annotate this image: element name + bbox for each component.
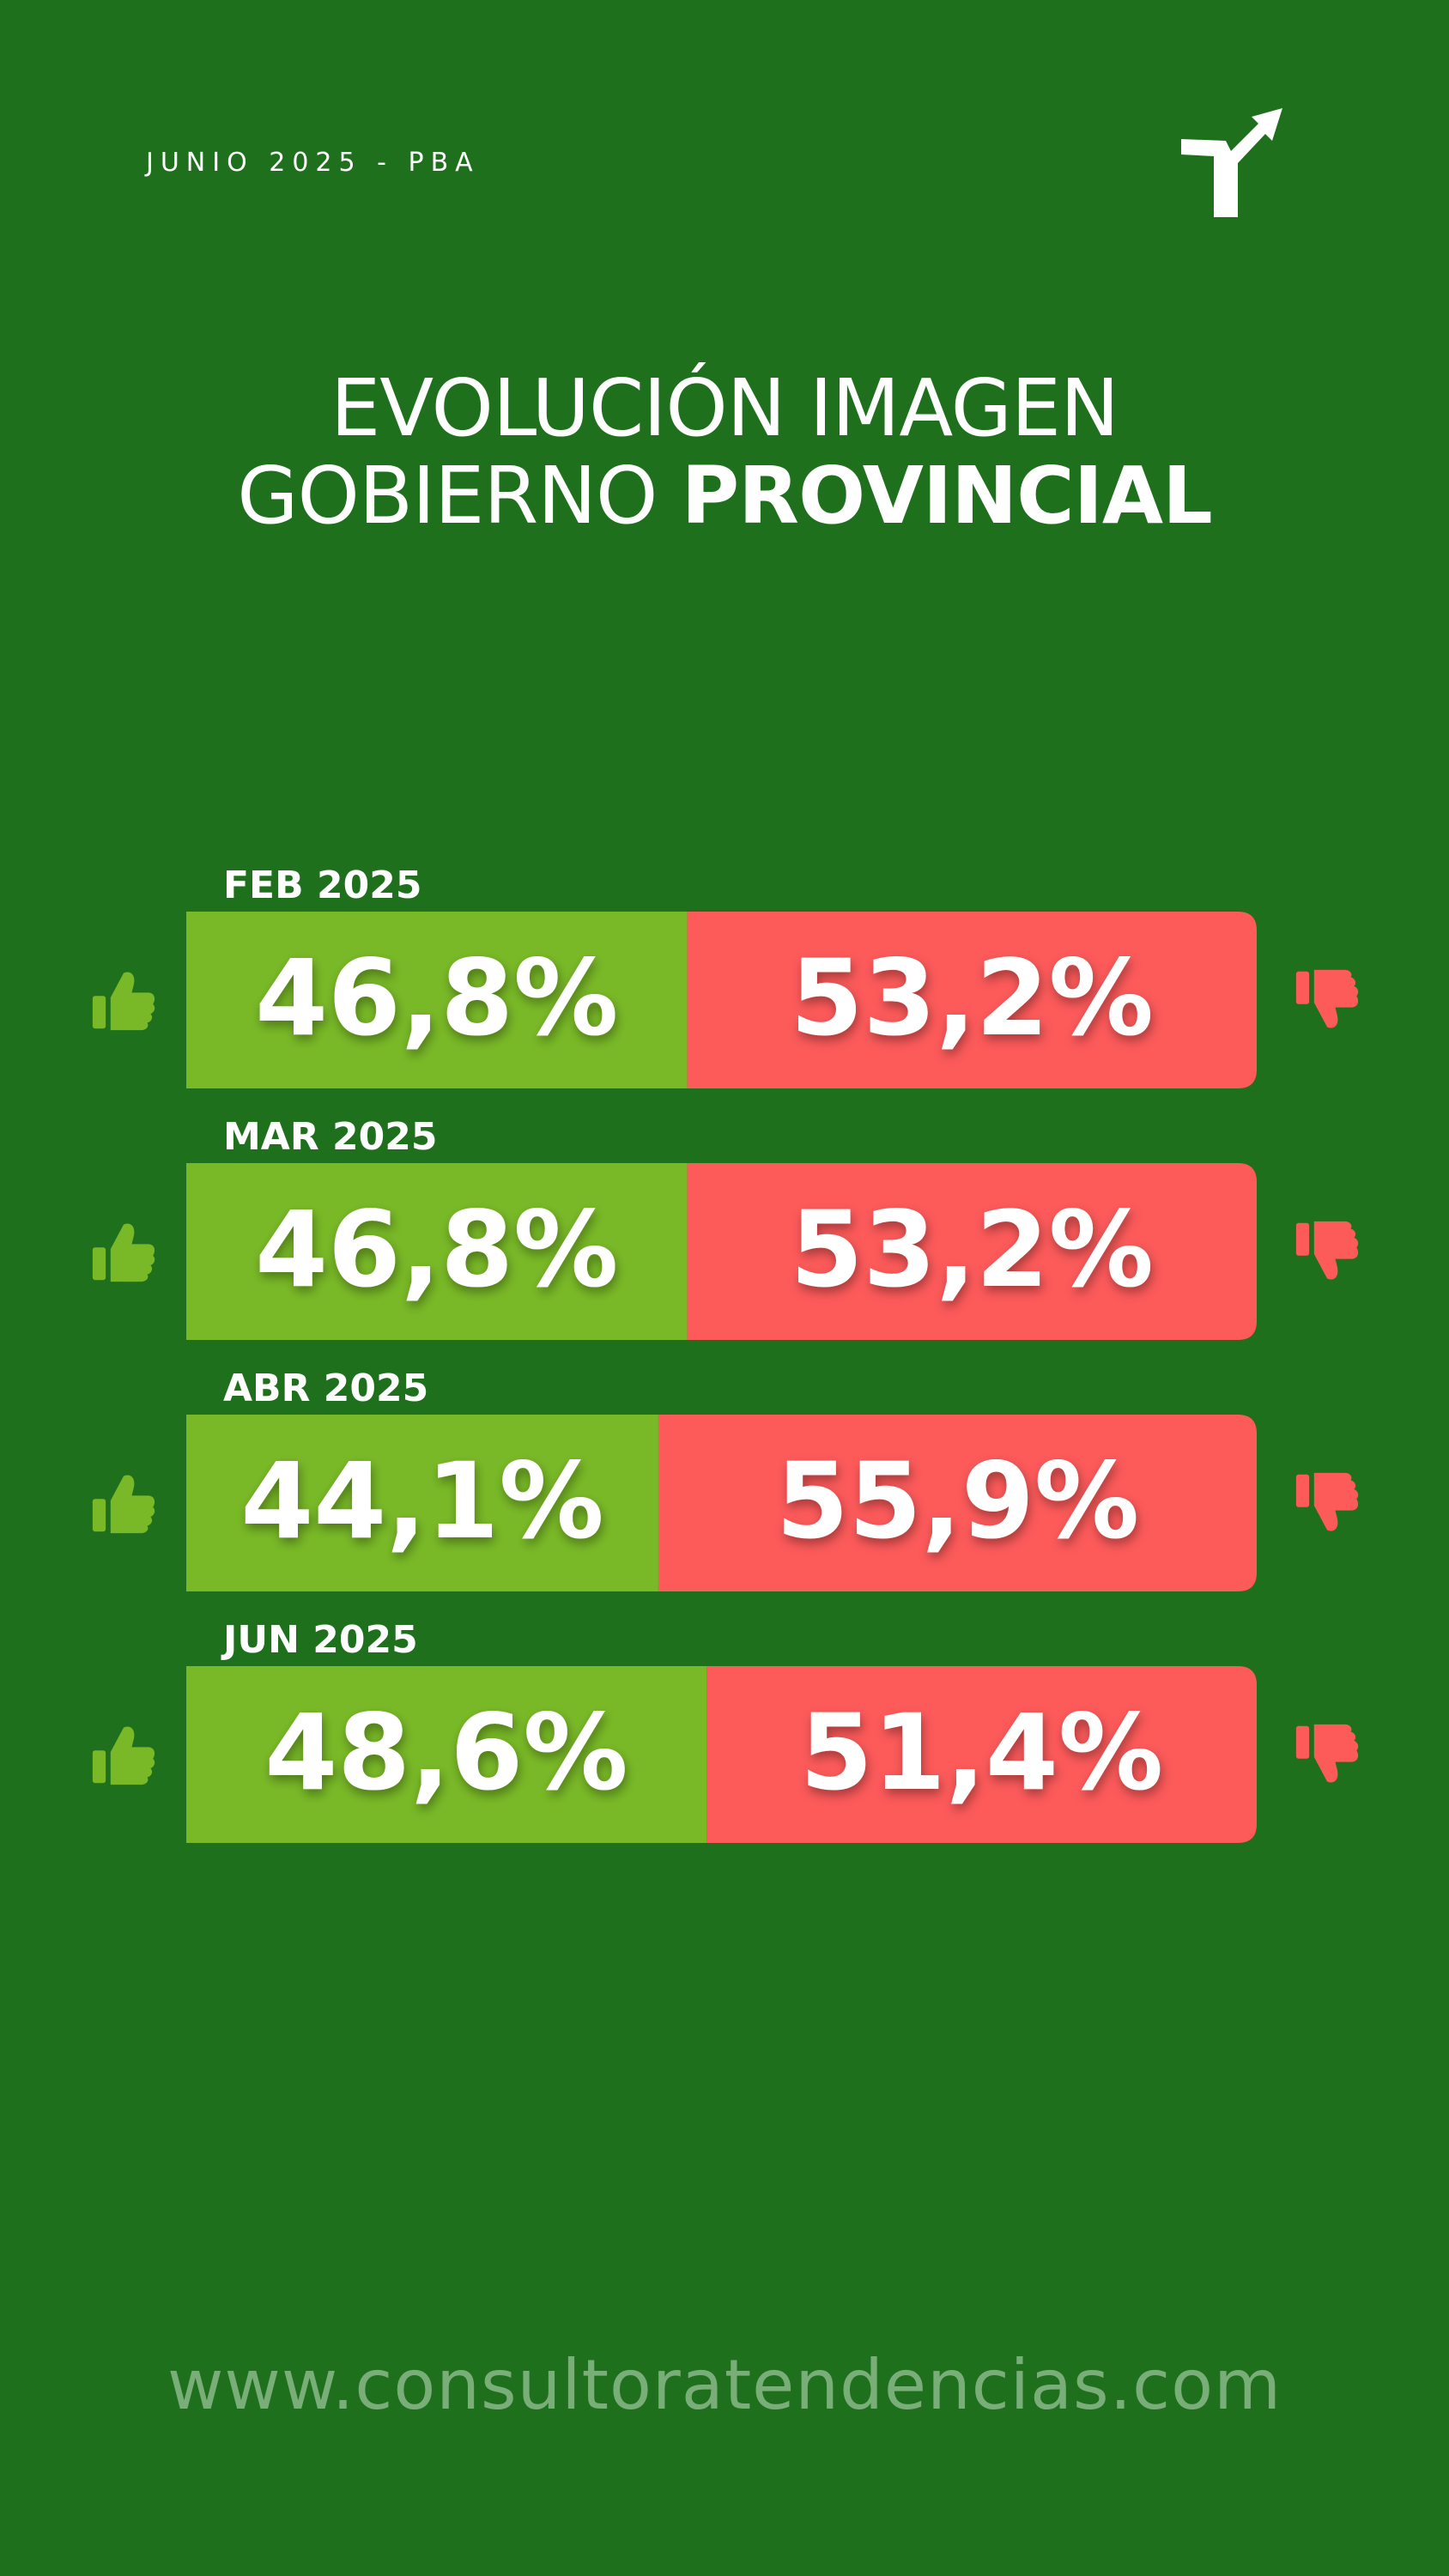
page-title: EVOLUCIÓN IMAGEN GOBIERNO PROVINCIAL	[0, 365, 1449, 540]
negative-bar	[706, 1666, 1257, 1843]
negative-bar	[658, 1415, 1257, 1591]
thumbs-down-icon	[1295, 1724, 1359, 1783]
row-category-label: FEB 2025	[223, 864, 421, 907]
trend-arrow-logo-icon	[1181, 108, 1282, 217]
negative-value-label: 53,2%	[791, 1189, 1154, 1311]
negative-value-label: 51,4%	[800, 1692, 1163, 1814]
positive-value-label: 46,8%	[255, 937, 618, 1059]
footer-url[interactable]: www.consultoratendencias.com	[167, 2345, 1282, 2425]
negative-bar	[687, 912, 1257, 1088]
thumbs-up-icon	[92, 972, 155, 1031]
positive-bar	[186, 912, 688, 1088]
positive-value-label: 46,8%	[255, 1189, 618, 1311]
title-line-2-bold: PROVINCIAL	[681, 450, 1213, 542]
thumbs-down-icon	[1295, 1221, 1359, 1280]
positive-value-label: 44,1%	[240, 1440, 603, 1562]
positive-bar	[186, 1666, 707, 1843]
thumbs-down-icon	[1295, 1472, 1359, 1531]
row-category-label: JUN 2025	[221, 1618, 418, 1662]
row-category-label: MAR 2025	[223, 1115, 438, 1159]
positive-value-label: 48,6%	[264, 1692, 627, 1814]
header-date: JUNIO 2025 - PBA	[146, 148, 480, 178]
negative-bar	[687, 1163, 1257, 1340]
thumbs-up-icon	[92, 1223, 155, 1282]
thumbs-down-icon	[1295, 969, 1359, 1028]
positive-bar	[186, 1163, 688, 1340]
thumbs-up-icon	[92, 1475, 155, 1534]
thumbs-up-icon	[92, 1726, 155, 1785]
title-line-2: GOBIERNO PROVINCIAL	[0, 452, 1449, 540]
title-line-2-regular: GOBIERNO	[237, 450, 658, 542]
approval-chart: FEB 2025 46,8% 53,2% MAR 2025 46,8% 53,2% ABR …	[92, 864, 1359, 1843]
negative-value-label: 55,9%	[776, 1440, 1139, 1562]
title-line-1: EVOLUCIÓN IMAGEN	[330, 362, 1119, 454]
positive-bar	[186, 1415, 658, 1591]
negative-value-label: 53,2%	[791, 937, 1154, 1059]
row-category-label: ABR 2025	[223, 1367, 428, 1410]
